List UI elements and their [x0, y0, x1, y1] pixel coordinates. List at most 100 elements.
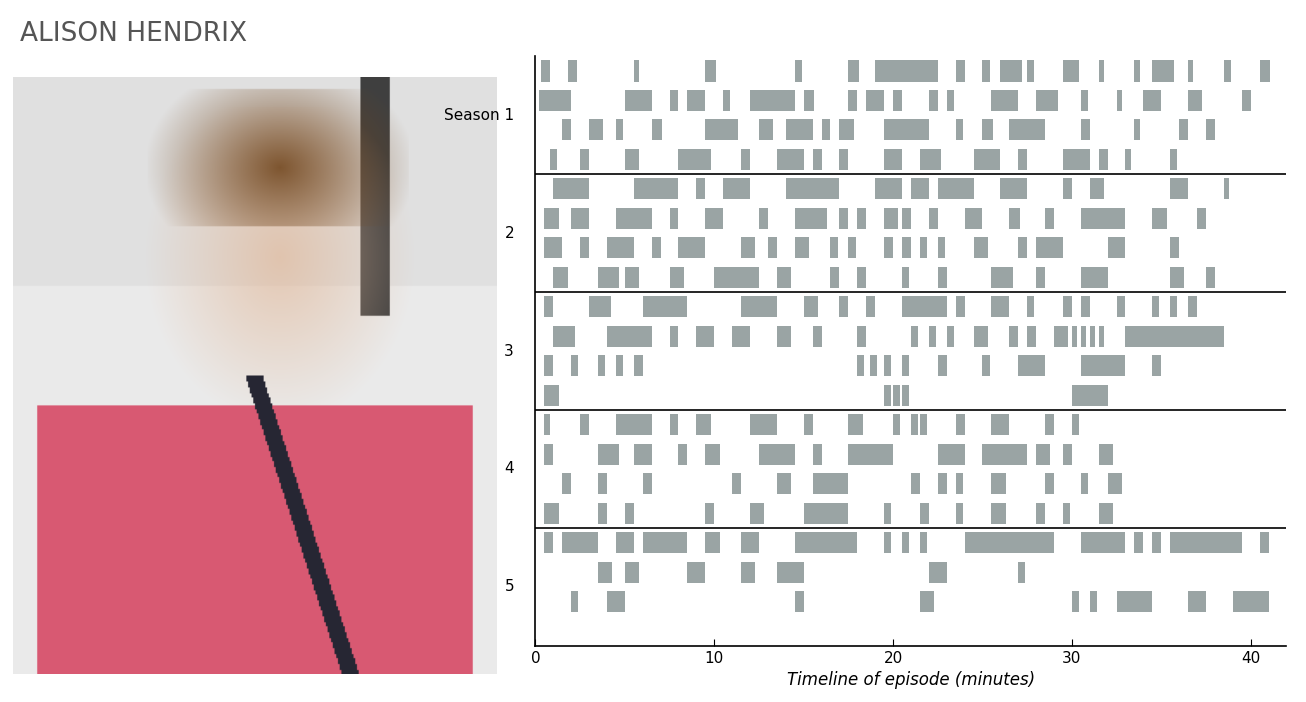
Bar	[840, 149, 849, 170]
Bar	[1010, 326, 1019, 347]
Bar	[1063, 444, 1072, 465]
Bar	[705, 60, 716, 81]
Bar	[670, 90, 679, 111]
Bar	[1072, 591, 1079, 612]
Bar	[1081, 355, 1126, 376]
Bar	[1170, 296, 1177, 317]
Bar	[795, 591, 803, 612]
Bar	[1188, 60, 1194, 81]
Bar	[1170, 149, 1177, 170]
Bar	[616, 532, 633, 553]
Bar	[554, 178, 589, 199]
Bar	[1072, 385, 1107, 406]
Bar	[884, 503, 891, 524]
Bar	[1259, 532, 1268, 553]
Bar	[607, 591, 624, 612]
Bar	[857, 355, 865, 376]
Bar	[849, 237, 855, 258]
Bar	[1045, 414, 1054, 435]
Bar	[795, 208, 827, 229]
Bar	[724, 178, 750, 199]
Bar	[687, 90, 705, 111]
Bar	[929, 562, 947, 583]
Bar	[857, 208, 866, 229]
Bar	[840, 296, 849, 317]
Bar	[938, 237, 946, 258]
Bar	[795, 237, 808, 258]
Bar	[1135, 119, 1140, 140]
Bar	[840, 119, 854, 140]
Bar	[1063, 503, 1070, 524]
Bar	[1081, 208, 1126, 229]
Text: ALISON HENDRIX: ALISON HENDRIX	[20, 21, 247, 47]
Bar	[777, 562, 803, 583]
Bar	[1027, 296, 1034, 317]
Bar	[1089, 326, 1096, 347]
Bar	[705, 532, 720, 553]
Bar	[1072, 414, 1079, 435]
Bar	[1098, 60, 1104, 81]
Bar	[919, 591, 934, 612]
Bar	[919, 414, 927, 435]
Bar	[1019, 149, 1027, 170]
Bar	[741, 149, 750, 170]
Bar	[1098, 444, 1113, 465]
Bar	[545, 532, 554, 553]
Bar	[643, 296, 687, 317]
Bar	[1081, 267, 1107, 288]
Bar	[1259, 60, 1271, 81]
Text: 3: 3	[504, 343, 515, 359]
Bar	[633, 60, 639, 81]
Bar	[679, 237, 705, 258]
Bar	[687, 562, 705, 583]
Bar	[902, 267, 909, 288]
Bar	[786, 178, 840, 199]
Bar	[795, 60, 802, 81]
Bar	[568, 60, 576, 81]
Bar	[759, 208, 768, 229]
Bar	[1188, 591, 1205, 612]
Bar	[1045, 473, 1054, 494]
Bar	[607, 326, 652, 347]
Bar	[571, 355, 579, 376]
Bar	[750, 503, 764, 524]
Bar	[741, 532, 759, 553]
Bar	[973, 237, 987, 258]
Bar	[633, 355, 643, 376]
Bar	[598, 562, 613, 583]
Bar	[982, 355, 990, 376]
Bar	[652, 119, 662, 140]
Bar	[1135, 60, 1140, 81]
Bar	[938, 178, 973, 199]
Bar	[670, 267, 684, 288]
Bar	[633, 178, 679, 199]
Bar	[563, 119, 571, 140]
Bar	[1089, 178, 1104, 199]
Bar	[991, 90, 1019, 111]
Bar	[589, 296, 610, 317]
Bar	[902, 532, 909, 553]
Bar	[563, 532, 598, 553]
Bar	[866, 296, 875, 317]
Bar	[1126, 149, 1131, 170]
Bar	[1152, 532, 1161, 553]
Bar	[875, 60, 938, 81]
Bar	[857, 267, 866, 288]
Bar	[1081, 532, 1126, 553]
Bar	[884, 237, 893, 258]
Bar	[539, 90, 571, 111]
X-axis label: Timeline of episode (minutes): Timeline of episode (minutes)	[788, 671, 1034, 689]
Bar	[1063, 60, 1079, 81]
Bar	[982, 444, 1027, 465]
Bar	[1152, 208, 1166, 229]
Bar	[803, 503, 849, 524]
Bar	[1045, 208, 1054, 229]
Bar	[750, 90, 795, 111]
Bar	[919, 149, 942, 170]
Text: 4: 4	[504, 461, 515, 477]
Bar	[624, 149, 639, 170]
Bar	[1188, 90, 1203, 111]
Bar	[705, 208, 724, 229]
Bar	[956, 60, 965, 81]
Bar	[1036, 90, 1058, 111]
